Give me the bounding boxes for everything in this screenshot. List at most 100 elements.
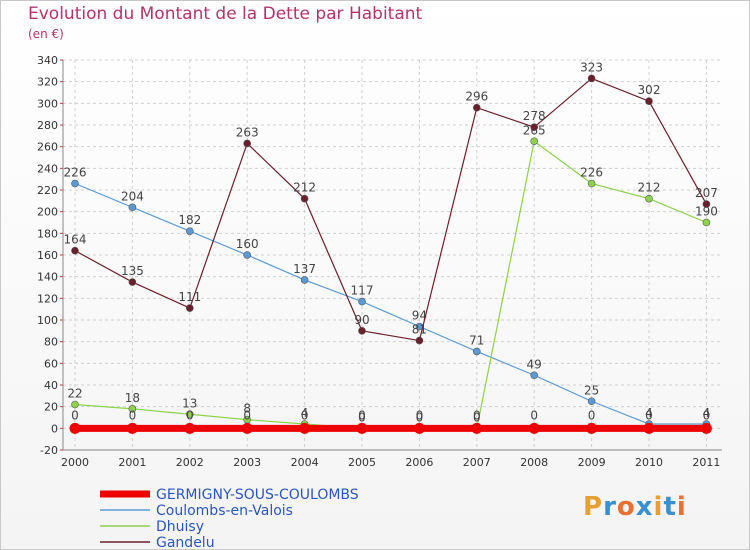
y-tick-label: 180 [37,227,58,240]
data-point [186,227,194,235]
data-label: 190 [695,205,718,219]
data-label: 0 [186,408,194,422]
data-label: 135 [121,264,144,278]
y-tick-label: 140 [37,271,58,284]
data-point [128,203,137,212]
data-label: 22 [67,387,82,401]
logo-letter: i [676,492,687,522]
data-label: 164 [64,233,87,247]
data-point [243,251,251,259]
data-point [358,297,366,306]
data-label: 25 [584,383,599,397]
y-tick-label: 160 [37,249,58,262]
x-tick-label: 2009 [578,456,606,469]
logo-letter: P [583,492,604,522]
y-tick-label: 100 [37,314,58,327]
data-point [586,422,598,434]
y-tick-label: 0 [51,422,58,435]
x-tick-label: 2003 [233,456,261,469]
x-tick-label: 2007 [463,456,491,469]
data-point [702,218,711,227]
data-point [243,139,251,148]
data-label: 137 [293,262,316,276]
data-label: 226 [64,166,87,180]
y-tick-label: 220 [37,184,58,197]
data-point [69,422,81,434]
legend-label: Coulombs-en-Valois [156,503,293,519]
x-tick-label: 2010 [635,456,663,469]
data-label: 0 [473,408,481,422]
x-tick-label: 2004 [291,456,319,469]
data-point [241,422,253,434]
data-point [587,179,596,188]
x-tick-label: 2006 [405,456,433,469]
logo-letter: t [663,492,677,522]
chart-unit: (en €) [28,27,64,41]
x-tick-label: 2008 [520,456,548,469]
data-label: 0 [243,408,251,422]
data-label: 94 [412,309,427,323]
data-label: 111 [178,290,201,304]
data-point [356,422,368,434]
data-point [643,422,655,434]
data-point [300,194,309,203]
data-label: 226 [580,166,603,180]
data-point [471,422,483,434]
data-point [587,74,596,83]
data-label: 212 [638,181,661,195]
data-point [71,246,79,255]
data-point [128,278,137,286]
data-point [71,400,79,409]
data-point [415,336,424,345]
data-point [299,422,311,434]
y-tick-label: 80 [44,336,58,349]
data-point [700,422,712,434]
data-label: 182 [178,213,201,227]
series-line-coulombs-en-valois [74,182,708,425]
data-label: 90 [354,313,369,327]
y-tick-label: 300 [37,97,58,110]
data-label: 204 [121,189,144,203]
proxiti-logo: Proxiti [583,492,687,522]
y-tick-label: 60 [44,357,58,370]
data-point [530,123,539,131]
data-point [186,304,194,312]
logo-letter: o [616,492,636,522]
x-tick-label: 2001 [118,456,146,469]
y-tick-label: 120 [37,292,58,305]
y-tick-label: -20 [40,444,58,457]
y-tick-label: 320 [37,76,58,89]
data-point [472,103,481,112]
chart-title: Evolution du Montant de la Dette par Hab… [28,4,423,24]
data-label: 0 [645,408,653,422]
legend-label: Dhuisy [156,519,204,535]
data-label: 0 [588,408,596,422]
logo-letter: i [653,492,664,522]
data-label: 13 [182,396,197,410]
series-line-gandelu [74,77,708,342]
x-tick-label: 2000 [61,456,89,469]
data-point [472,347,481,356]
data-label: 8 [243,402,251,416]
data-label: 0 [71,408,79,422]
data-point [645,194,653,203]
data-label: 0 [358,410,366,424]
data-point [184,422,196,434]
x-tick-label: 2011 [692,456,720,469]
data-label: 49 [527,357,542,371]
x-tick-label: 2002 [176,456,204,469]
data-label: 0 [530,408,538,422]
data-label: 212 [293,181,316,195]
data-point [358,327,366,335]
x-tick-label: 2005 [348,456,376,469]
data-point [530,371,539,380]
data-label: 302 [638,83,661,97]
data-label: 207 [695,186,718,200]
data-label: 18 [125,391,140,405]
data-label: 0 [301,408,309,422]
data-label: 0 [703,408,711,422]
data-point [413,422,425,434]
data-label: 71 [469,333,484,347]
data-label: 4 [703,406,711,420]
y-tick-label: 20 [44,401,58,414]
